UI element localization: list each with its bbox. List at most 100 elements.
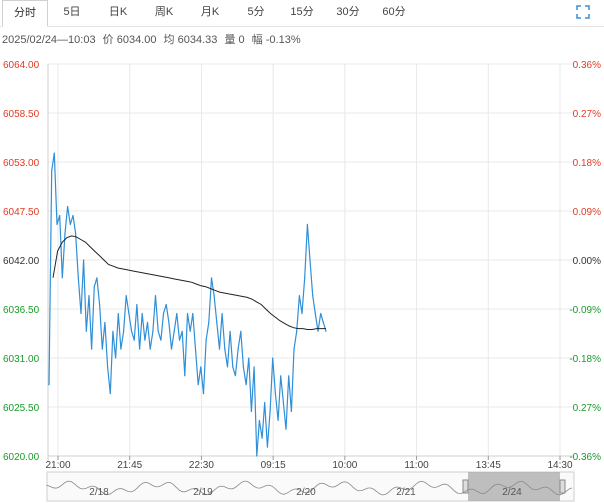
navigator-handle-left[interactable] (462, 479, 469, 494)
tab-3[interactable]: 周K (154, 6, 174, 18)
y-right-tick-label: 0.18% (573, 158, 601, 169)
tab-8[interactable]: 60分 (382, 6, 406, 18)
y-right-tick-label: 0.27% (573, 109, 601, 120)
price-point (309, 259, 311, 261)
price-point (205, 339, 207, 341)
y-left-tick-label: 6053.00 (3, 158, 40, 169)
price-point (77, 277, 79, 279)
price-point (210, 277, 213, 279)
price-point (96, 277, 98, 279)
tab-7[interactable]: 30分 (336, 6, 360, 18)
price-point (248, 357, 250, 359)
y-right-tick-label: 0.36% (573, 60, 601, 71)
price-point (67, 205, 69, 208)
price-point (192, 312, 194, 315)
navigator-handle-right[interactable] (559, 479, 566, 494)
period-tabs: 分时 5日 日K 周K 月K 5分 15分 30分 60分 (0, 0, 604, 27)
info-price: 价 6034.00 (102, 34, 157, 46)
price-point (261, 437, 263, 439)
x-tick-label: 10:00 (332, 460, 357, 471)
x-tick-label: 21:45 (117, 460, 142, 471)
expand-icon[interactable] (576, 5, 590, 19)
price-point (173, 330, 175, 332)
y-left-tick-label: 6025.50 (3, 403, 40, 414)
info-avg: 均 6034.33 (163, 34, 218, 46)
price-point (139, 348, 141, 350)
price-point (256, 455, 258, 457)
price-point (290, 410, 292, 413)
price-point (64, 232, 66, 234)
tab-2[interactable]: 日K (108, 6, 128, 18)
price-point (229, 330, 231, 332)
navigator-selection[interactable] (468, 472, 560, 501)
price-point (154, 295, 157, 297)
price-point (146, 321, 149, 323)
price-point (197, 384, 199, 386)
price-point (322, 321, 324, 323)
price-point (317, 330, 319, 332)
price-point (168, 321, 170, 323)
price-point (306, 223, 308, 225)
tab-6[interactable]: 15分 (290, 6, 314, 18)
navigator-date-label: 2/18 (89, 487, 109, 498)
price-point (107, 366, 109, 368)
x-tick-label: 11:00 (404, 460, 429, 471)
price-point (202, 393, 205, 395)
price-point (293, 348, 295, 350)
price-point (245, 384, 247, 386)
price-point (101, 348, 103, 350)
price-point (69, 223, 71, 225)
price-point (176, 312, 178, 315)
price-point (194, 348, 197, 350)
price-point (93, 286, 95, 288)
price-point (112, 330, 114, 332)
y-left-tick-label: 6064.00 (3, 60, 40, 71)
x-tick-label: 22:30 (189, 460, 214, 471)
price-point (320, 312, 322, 315)
price-point (280, 375, 282, 377)
price-point (133, 339, 135, 341)
price-point (123, 330, 125, 332)
y-right-tick-label: -0.18% (569, 354, 601, 365)
y-right-tick-label: 0.09% (573, 207, 601, 218)
price-point (99, 303, 101, 306)
price-point (237, 348, 239, 350)
y-right-tick-label: -0.36% (569, 452, 601, 463)
tab-0[interactable]: 分时 (2, 0, 48, 27)
price-point (208, 321, 210, 323)
price-point (48, 384, 50, 386)
price-point (325, 330, 327, 332)
tab-1[interactable]: 5日 (63, 6, 81, 18)
price-point (117, 312, 119, 315)
y-right-tick-label: 0.27% (573, 403, 601, 414)
navigator-sparkline (46, 480, 573, 496)
price-point (136, 303, 138, 306)
price-point (298, 295, 300, 297)
price-point (72, 214, 74, 217)
price-point (277, 419, 279, 421)
navigator-date-label: 2/19 (193, 487, 213, 498)
price-point (258, 419, 260, 421)
price-point (312, 295, 314, 297)
price-point (288, 375, 290, 377)
price-point (226, 366, 229, 368)
y-left-tick-label: 6031.00 (3, 354, 40, 365)
price-point (296, 330, 298, 332)
price-point (189, 330, 191, 332)
price-point (152, 330, 154, 332)
price-point (149, 348, 151, 350)
price-point (120, 348, 122, 350)
price-point (266, 446, 268, 448)
price-point (224, 348, 226, 350)
tab-4[interactable]: 月K (200, 6, 220, 18)
tab-5[interactable]: 5分 (247, 6, 265, 18)
price-point (301, 312, 303, 315)
y-right-tick-label: -0.09% (569, 305, 601, 316)
price-point (274, 393, 276, 395)
info-datetime: 2025/02/24—10:03 (2, 34, 96, 46)
price-point (56, 223, 58, 225)
info-change: 幅 -0.13% (251, 34, 301, 46)
price-point (51, 170, 53, 172)
price-point (170, 348, 173, 350)
